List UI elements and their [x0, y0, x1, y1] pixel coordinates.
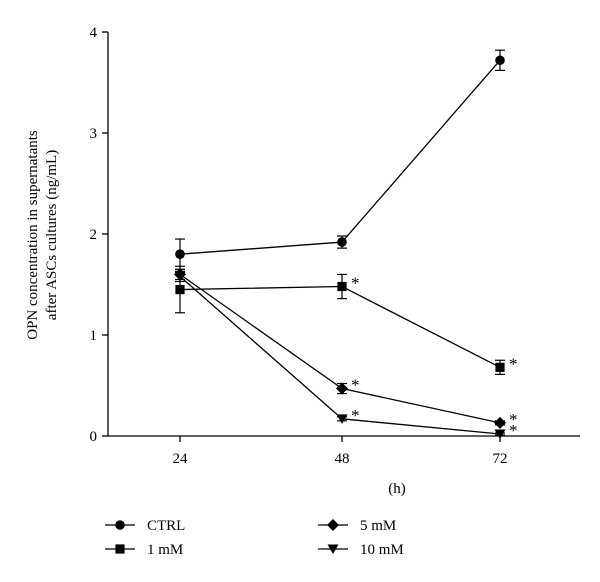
significance-star-5-mm-72: * [509, 410, 518, 429]
series-5-mm: ** [174, 268, 518, 429]
x-tick-label-72: 72 [493, 451, 508, 467]
legend-item-1-mm: 1 mM [105, 542, 183, 558]
series-ctrl [175, 49, 505, 270]
y-axis-title-line-1: OPN concentration in supernatants [25, 130, 41, 340]
point-5-mm-72 [494, 416, 506, 429]
significance-star-1-mm-72: * [509, 354, 518, 373]
legend-label-1-mm: 1 mM [147, 542, 183, 558]
series-line-10-mm [179, 275, 501, 435]
y-tick-label-4: 4 [90, 25, 98, 41]
point-ctrl-72 [495, 55, 505, 66]
legend-marker-10-mm [327, 544, 339, 554]
point-ctrl-48 [337, 237, 347, 247]
legend-marker-5-mm [327, 519, 339, 531]
point-1-mm-48 [337, 281, 347, 292]
point-10-mm-48 [336, 414, 348, 424]
point-ctrl-24 [175, 249, 185, 259]
legend-label-ctrl: CTRL [147, 518, 185, 534]
y-tick-label-2: 2 [90, 227, 98, 243]
legend: CTRL 1 mM 5 mM 10 mM [105, 518, 404, 558]
point-10-mm-24 [174, 271, 186, 282]
series-line-5-mm [179, 273, 501, 424]
point-10-mm-72 [494, 429, 506, 439]
legend-item-5-mm: 5 mM [318, 518, 396, 534]
significance-star-1-mm-48: * [351, 274, 360, 293]
point-1-mm-24 [175, 284, 185, 295]
significance-star-10-mm-48: * [351, 406, 360, 425]
legend-label-10-mm: 10 mM [360, 542, 404, 558]
legend-label-5-mm: 5 mM [360, 518, 396, 534]
y-axis-title-line-2: after ASCs cultures (ng/mL) [44, 150, 60, 320]
axes: 0 1 2 3 4 24 48 72 [90, 25, 580, 467]
plot-area: ****** [174, 49, 518, 440]
significance-star-5-mm-48: * [351, 376, 360, 395]
significance-star-10-mm-72: * [509, 421, 518, 440]
x-axis-title: (h) [388, 481, 406, 497]
legend-item-10-mm: 10 mM [318, 542, 404, 558]
y-tick-label-0: 0 [90, 429, 98, 445]
series-line-ctrl [179, 59, 501, 255]
y-tick-label-1: 1 [90, 328, 98, 344]
legend-marker-1-mm [115, 544, 125, 554]
series-1-mm: ** [175, 265, 518, 375]
x-tick-label-48: 48 [335, 451, 350, 467]
x-tick-label-24: 24 [173, 451, 189, 467]
legend-marker-ctrl [115, 520, 125, 530]
point-5-mm-48 [336, 382, 348, 395]
legend-item-ctrl: CTRL [105, 518, 185, 534]
point-1-mm-72 [495, 362, 505, 372]
series-10-mm: ** [174, 270, 518, 440]
y-tick-label-3: 3 [90, 126, 98, 142]
